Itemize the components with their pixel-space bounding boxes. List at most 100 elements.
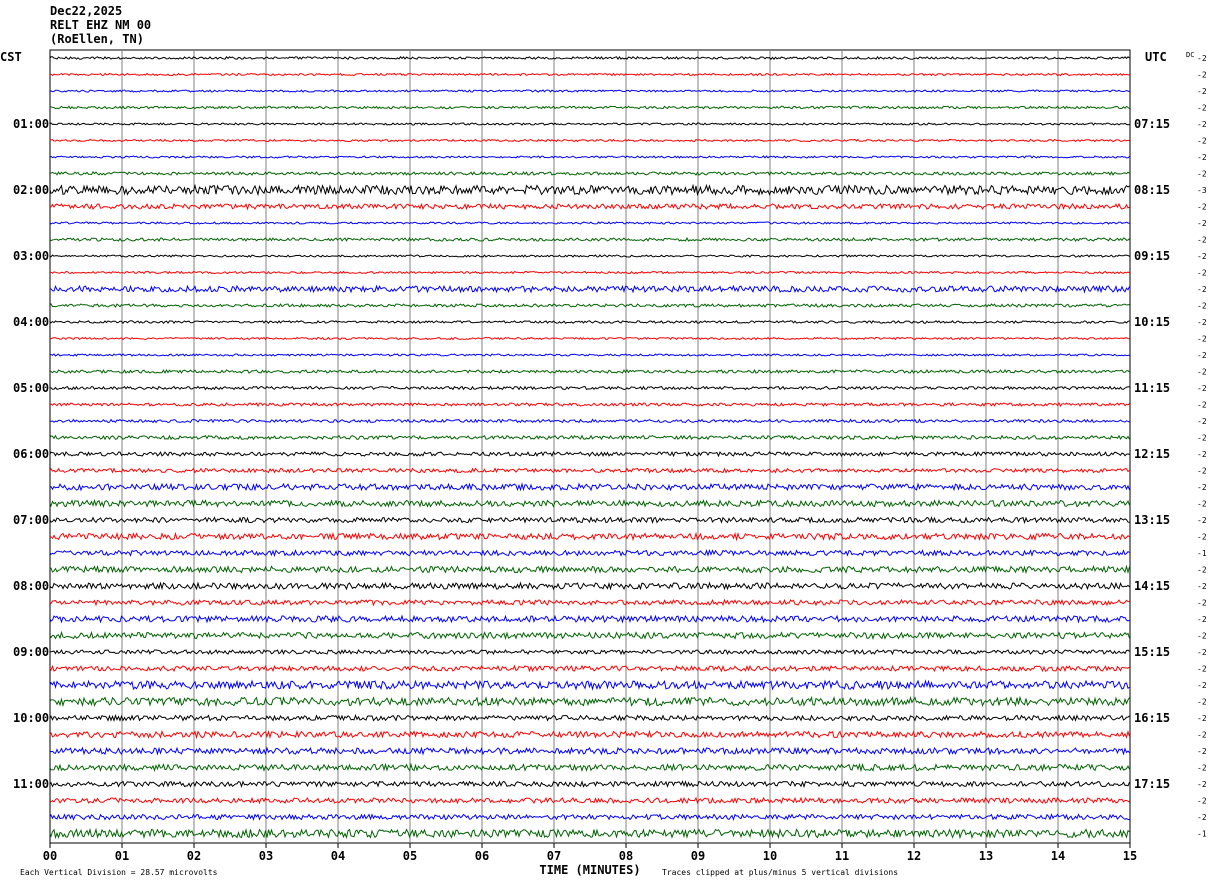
x-tick-label: 01 [115, 849, 129, 863]
x-tick-label: 00 [43, 849, 57, 863]
left-hour-label: 02:00 [13, 183, 49, 197]
dc-label: DC [1186, 51, 1194, 59]
dc-offset-label: -2 [1197, 87, 1207, 96]
x-tick-label: 12 [907, 849, 921, 863]
dc-offset-label: -2 [1197, 500, 1207, 509]
right-hour-label: 11:15 [1134, 381, 1170, 395]
x-tick-label: 07 [547, 849, 561, 863]
right-hour-label: 07:15 [1134, 117, 1170, 131]
seismic-trace [49, 630, 1130, 641]
seismic-trace [49, 598, 1130, 607]
seismic-trace [49, 762, 1130, 773]
dc-offset-label: -2 [1197, 170, 1207, 179]
dc-offset-label: -2 [1197, 137, 1207, 146]
footer-clip-note: Traces clipped at plus/minus 5 vertical … [662, 868, 898, 877]
dc-offset-label: -2 [1197, 698, 1207, 707]
right-axis-label: UTC [1145, 50, 1167, 64]
seismic-trace [49, 695, 1130, 708]
x-tick-label: 09 [691, 849, 705, 863]
dc-offset-label: -2 [1197, 54, 1207, 63]
seismic-trace [49, 548, 1130, 558]
right-hour-label: 15:15 [1134, 645, 1170, 659]
seismic-trace [49, 581, 1130, 591]
dc-offset-label: -2 [1197, 533, 1207, 542]
dc-offset-label: -2 [1197, 335, 1207, 344]
dc-offset-label: -2 [1197, 648, 1207, 657]
left-hour-label: 03:00 [13, 249, 49, 263]
dc-offset-label: -2 [1197, 566, 1207, 575]
x-tick-label: 03 [259, 849, 273, 863]
dc-offset-label: -2 [1197, 764, 1207, 773]
seismic-trace [49, 385, 1130, 391]
dc-offset-label: -1 [1197, 830, 1207, 839]
right-hour-label: 14:15 [1134, 579, 1170, 593]
dc-offset-label: -2 [1197, 203, 1207, 212]
seismic-trace [49, 729, 1130, 740]
right-hour-label: 10:15 [1134, 315, 1170, 329]
left-hour-label: 09:00 [13, 645, 49, 659]
seismic-trace [49, 679, 1130, 691]
x-tick-label: 10 [763, 849, 777, 863]
dc-offset-label: -2 [1197, 252, 1207, 261]
seismic-trace [49, 237, 1130, 242]
right-hour-label: 08:15 [1134, 183, 1170, 197]
seismic-trace [49, 319, 1130, 325]
x-tick-label: 15 [1123, 849, 1137, 863]
dc-offset-label: -3 [1197, 186, 1207, 195]
dc-offset-label: -2 [1197, 417, 1207, 426]
x-tick-label: 02 [187, 849, 201, 863]
seismic-trace [49, 401, 1130, 408]
dc-offset-label: -2 [1197, 714, 1207, 723]
seismic-trace [49, 303, 1130, 308]
dc-offset-label: -2 [1197, 384, 1207, 393]
seismic-trace [49, 284, 1130, 294]
dc-offset-label: -2 [1197, 632, 1207, 641]
left-hour-label: 01:00 [13, 117, 49, 131]
seismic-trace [49, 450, 1130, 458]
left-hour-label: 07:00 [13, 513, 49, 527]
left-hour-label: 06:00 [13, 447, 49, 461]
station-label: RELT EHZ NM 00 [50, 18, 152, 32]
dc-offset-label: -2 [1197, 368, 1207, 377]
seismic-trace [49, 498, 1130, 509]
seismic-trace [49, 614, 1130, 624]
seismic-trace [49, 434, 1130, 441]
seismic-trace [49, 353, 1130, 357]
dc-offset-label: -2 [1197, 797, 1207, 806]
seismic-trace [49, 221, 1130, 225]
location-label: (RoEllen, TN) [50, 32, 144, 46]
left-hour-label: 11:00 [13, 777, 49, 791]
dc-offset-label: -2 [1197, 681, 1207, 690]
dc-offset-label: -2 [1197, 483, 1207, 492]
x-tick-label: 05 [403, 849, 417, 863]
seismic-trace [49, 516, 1130, 525]
dc-offset-label: -2 [1197, 665, 1207, 674]
seismic-trace [49, 746, 1130, 756]
left-hour-label: 08:00 [13, 579, 49, 593]
dc-offset-label: -2 [1197, 318, 1207, 327]
footer-scale-note: Each Vertical Division = 28.57 microvolt… [20, 868, 218, 877]
seismic-trace [49, 105, 1130, 110]
left-axis-label: CST [0, 50, 22, 64]
seismic-trace [49, 270, 1130, 275]
dc-offset-label: -2 [1197, 285, 1207, 294]
seismic-trace [49, 714, 1130, 722]
right-hour-label: 13:15 [1134, 513, 1170, 527]
seismic-trace [49, 336, 1130, 341]
left-hour-label: 05:00 [13, 381, 49, 395]
dc-offset-label: -2 [1197, 219, 1207, 228]
dc-offset-label: -2 [1197, 434, 1207, 443]
dc-offset-label: -2 [1197, 813, 1207, 822]
left-hour-label: 10:00 [13, 711, 49, 725]
dc-offset-label: -2 [1197, 351, 1207, 360]
seismic-trace [49, 138, 1130, 143]
seismic-trace [49, 827, 1130, 840]
right-hour-label: 17:15 [1134, 777, 1170, 791]
seismic-trace [49, 564, 1130, 575]
plot-frame [49, 49, 1131, 844]
seismic-trace [49, 780, 1130, 789]
seismic-trace [49, 418, 1130, 424]
dc-offset-label: -2 [1197, 71, 1207, 80]
dc-offset-label: -2 [1197, 599, 1207, 608]
